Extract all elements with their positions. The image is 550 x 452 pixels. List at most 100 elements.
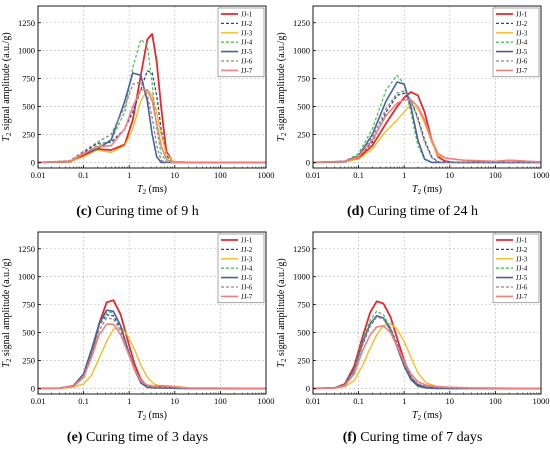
legend-label-jj-5: JJ-5 — [241, 274, 253, 282]
legend-label-jj-3: JJ-3 — [516, 255, 528, 263]
x-tick-label-4: 100 — [214, 170, 227, 180]
caption-c: (c) Curing time of 9 h — [0, 200, 275, 224]
x-axis-label: T2 (ms) — [137, 184, 167, 196]
y-tick-label-2: 500 — [22, 102, 35, 112]
legend-box — [492, 233, 540, 304]
plot-frame — [312, 5, 542, 169]
x-tick-label-2: 1 — [127, 170, 131, 180]
caption-f: (f) Curing time of 7 days — [275, 426, 550, 450]
caption-text-c: Curing time of 9 h — [95, 204, 199, 219]
x-tick-label-5: 1000 — [258, 170, 275, 180]
legend-label-jj-3: JJ-3 — [516, 29, 528, 37]
legend-label-jj-6: JJ-6 — [241, 284, 253, 292]
caption-letter-f: (f) — [342, 430, 357, 445]
y-tick-label-3: 750 — [22, 74, 35, 84]
x-tick-label-0: 0.01 — [31, 170, 46, 180]
legend-box — [217, 7, 265, 78]
x-tick-label-1: 0.1 — [78, 396, 89, 406]
series-line-jj-5 — [312, 315, 541, 390]
caption-letter-e: (e) — [66, 430, 83, 445]
legend-label-jj-5: JJ-5 — [241, 48, 253, 56]
legend-label-jj-6: JJ-6 — [516, 58, 528, 66]
x-tick-label-3: 10 — [171, 170, 180, 180]
legend-label-jj-6: JJ-6 — [241, 58, 253, 66]
series-line-jj-2 — [37, 314, 266, 390]
legend-label-jj-7: JJ-7 — [241, 293, 253, 301]
y-axis-label: T2 signal amplitude (a.u./g) — [276, 258, 288, 367]
y-tick-label-0: 0 — [306, 157, 310, 167]
legend-label-jj-5: JJ-5 — [516, 274, 528, 282]
legend-label-jj-5: JJ-5 — [516, 48, 528, 56]
series-line-jj-7 — [37, 323, 267, 390]
series-line-jj-5 — [37, 309, 266, 390]
y-tick-label-5: 1250 — [18, 244, 35, 254]
y-tick-label-0: 0 — [31, 383, 35, 393]
panel-d: 0.01 0.1 1 10 100 1000 0 250 500 750 1000 1250 T2 (m… — [275, 0, 550, 226]
x-axis-label: T2 (ms) — [137, 410, 167, 422]
x-tick-label-3: 10 — [171, 396, 180, 406]
series-line-jj-4 — [312, 74, 541, 164]
series-line-jj-3 — [312, 103, 541, 164]
legend-box — [492, 7, 540, 78]
series-line-jj-6 — [312, 90, 541, 164]
caption-text-f: Curing time of 7 days — [360, 430, 483, 445]
x-tick-label-3: 10 — [446, 396, 455, 406]
x-tick-label-3: 10 — [446, 170, 455, 180]
legend-label-jj-2: JJ-2 — [516, 246, 528, 254]
caption-letter-c: (c) — [76, 204, 92, 219]
y-tick-label-1: 250 — [22, 129, 35, 139]
y-tick-label-4: 1000 — [293, 272, 310, 282]
x-tick-label-5: 1000 — [533, 396, 550, 406]
legend-label-jj-3: JJ-3 — [241, 29, 253, 37]
caption-text-e: Curing time of 3 days — [85, 430, 209, 445]
legend-label-jj-7: JJ-7 — [241, 67, 253, 75]
legend-label-jj-2: JJ-2 — [516, 20, 528, 28]
series-line-jj-6 — [37, 317, 266, 390]
y-tick-label-2: 500 — [22, 328, 35, 338]
legend-label-jj-7: JJ-7 — [516, 67, 528, 75]
series-line-jj-7 — [37, 89, 266, 164]
series-line-jj-3 — [37, 326, 267, 390]
y-tick-label-3: 750 — [297, 74, 310, 84]
y-tick-label-0: 0 — [31, 157, 35, 167]
series-line-jj-3 — [37, 89, 266, 164]
legend-label-jj-6: JJ-6 — [516, 284, 528, 292]
y-tick-label-2: 500 — [297, 328, 310, 338]
panel-c: 0.01 0.1 1 10 100 1000 0 250 500 750 1000 1250 T2 (m… — [0, 0, 275, 226]
x-tick-label-0: 0.01 — [306, 396, 321, 406]
x-tick-label-4: 100 — [489, 170, 502, 180]
series-line-jj-6 — [37, 81, 266, 164]
chart-panel-c: 0.01 0.1 1 10 100 1000 0 250 500 750 1000 1250 T2 (m… — [1, 5, 275, 196]
legend-label-jj-4: JJ-4 — [241, 265, 253, 273]
series-line-jj-5 — [312, 81, 541, 164]
y-tick-label-5: 1250 — [293, 18, 310, 28]
legend-label-jj-3: JJ-3 — [241, 255, 253, 263]
caption-text-d: Curing time of 24 h — [367, 204, 479, 219]
x-tick-label-4: 100 — [214, 396, 227, 406]
y-tick-label-1: 250 — [22, 355, 35, 365]
x-axis-label: T2 (ms) — [412, 410, 442, 422]
legend-label-jj-2: JJ-2 — [241, 20, 253, 28]
caption-e: (e) Curing time of 3 days — [0, 426, 275, 450]
x-tick-label-0: 0.01 — [306, 170, 321, 180]
series-line-jj-4 — [312, 310, 541, 390]
x-tick-label-1: 0.1 — [78, 170, 89, 180]
legend-box — [217, 233, 265, 304]
legend-label-jj-4: JJ-4 — [516, 39, 528, 47]
x-tick-label-2: 1 — [402, 396, 406, 406]
series-line-jj-4 — [37, 311, 266, 390]
chart-panel-f: 0.01 0.1 1 10 100 1000 0 250 500 750 1000 1250 T2 (m… — [276, 231, 550, 422]
plot-frame — [312, 231, 542, 395]
caption-letter-d: (d) — [346, 204, 365, 219]
series-line-jj-7 — [312, 99, 542, 164]
x-tick-label-4: 100 — [489, 396, 502, 406]
y-tick-label-1: 250 — [297, 129, 310, 139]
y-tick-label-4: 1000 — [293, 46, 310, 56]
y-tick-label-5: 1250 — [18, 18, 35, 28]
x-tick-label-2: 1 — [402, 170, 406, 180]
legend-label-jj-1: JJ-1 — [516, 11, 528, 19]
y-tick-label-4: 1000 — [18, 46, 35, 56]
legend-label-jj-2: JJ-2 — [241, 246, 253, 254]
plot-frame — [37, 231, 267, 395]
